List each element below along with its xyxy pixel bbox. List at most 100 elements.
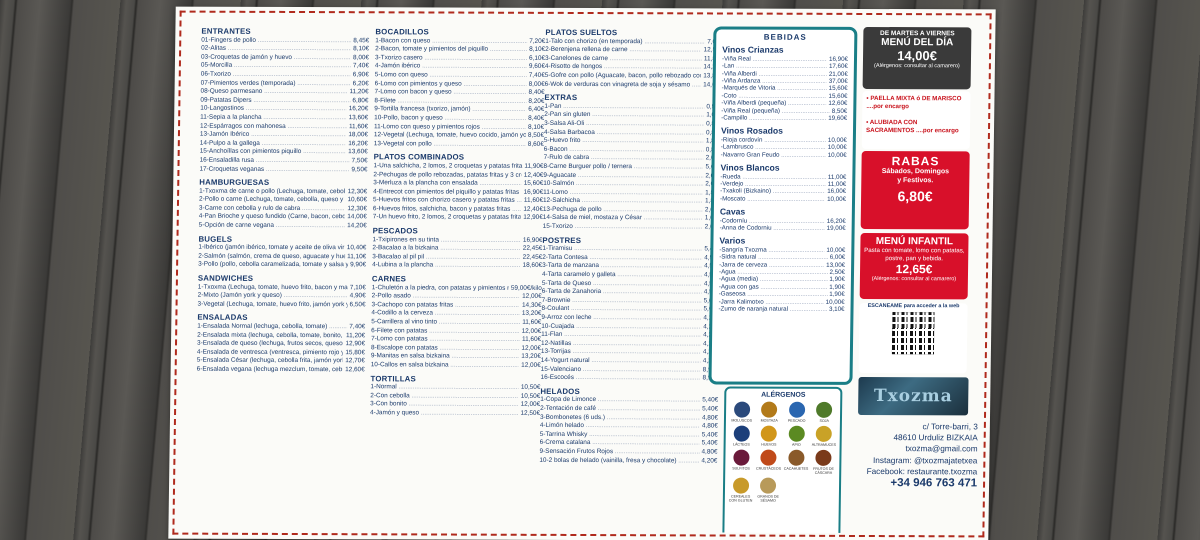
menu-item-price: 12,30€: [345, 205, 367, 214]
menu-item-price: 12,90€: [343, 340, 366, 350]
allergen-item: GRANOS DE SÉSAMO: [755, 477, 781, 503]
menu-item-price: 15,80€: [343, 348, 365, 358]
menu-item: 3-Pollo (pollo, cebolla caramelizada, to…: [198, 261, 367, 271]
menu-item-name: 6-Wok de verduras con vinagreta de soja …: [545, 80, 702, 89]
allergen-icon: [815, 425, 833, 442]
bebidas-group-title: Cavas: [719, 206, 746, 217]
menu-item-price: 7,40€: [347, 323, 366, 332]
qr-box: ESCANEAME para acceder a la web: [858, 302, 968, 374]
drink-price: 6,00€: [827, 254, 846, 262]
menu-item-price: 8,40€: [526, 114, 545, 124]
infantil-desc: Pasta con tomate, lomo con patatas, post…: [864, 246, 965, 262]
allergen-item: CRUSTÁCEOS: [756, 449, 782, 475]
menu-item-price: 8,20€: [526, 97, 545, 107]
drink-price: 19,60€: [826, 114, 848, 123]
rabas-price: 6,80€: [897, 188, 933, 205]
allergen-label: PESCADO: [787, 418, 806, 423]
menu-item-name: 3-Vegetal (Lechuga, tomate, huevo frito,…: [198, 300, 348, 309]
menu-item: 15-Txorizo2,00€: [543, 223, 721, 233]
allergen-label: APIO: [792, 442, 801, 447]
drink-price: 17,60€: [826, 63, 848, 71]
menu-item-price: 5,40€: [700, 396, 719, 406]
drink-price: 21,00€: [826, 70, 848, 78]
menu-item-price: 7,50€: [349, 157, 368, 166]
allergen-label: MOSTAZA: [760, 418, 778, 423]
menu-item-price: 12,40€: [521, 205, 543, 215]
menu-item-name: 10-Callos en salsa bizkaina: [371, 361, 520, 370]
paella-box: • PAELLA MIXTA ó DE MARISCO ....por enca…: [861, 90, 971, 150]
allergen-label: CEREALES CON GLUTEN: [728, 494, 753, 503]
menu-item: 10-2 bolas de helado (vainilla, fresa y …: [539, 456, 718, 466]
menu-item-price: 11,20€: [343, 331, 366, 341]
bebidas-panel: BEBIDAS Vinos Crianzas-Viña Real16,90€-L…: [708, 26, 858, 385]
drink-price: 37,00€: [826, 77, 848, 86]
menu-item-price: 15,60€: [521, 179, 544, 189]
menu-item-price: 5,40€: [700, 405, 719, 415]
menu-item-price: 13,60€: [346, 148, 368, 158]
menu-item-price: 12,00€: [520, 293, 542, 302]
allergen-item: MOLUSCOS: [729, 401, 755, 423]
menu-item-price: 14,30€: [519, 301, 542, 311]
drink-price: 1,90€: [827, 283, 845, 292]
allergen-item: FRUTOS DE CÁSCARA: [811, 449, 837, 475]
menu-item-price: 10,60€: [345, 196, 368, 206]
menu-item-price: 8,10€: [351, 45, 370, 55]
menu-item-price: 13,20€: [519, 310, 542, 319]
menu-item-name: 6-Ensalada vegana (lechuga mezclum, toma…: [197, 366, 344, 375]
allergen-label: HUEVOS: [761, 442, 777, 447]
menu-item-price: 13,60€: [346, 114, 369, 123]
drink-price: 15,60€: [826, 92, 848, 101]
allergen-item: CEREALES CON GLUTEN: [728, 477, 754, 503]
menu-item-name: 15-Txorizo: [543, 223, 703, 232]
menu-item: 7-Un huevo frito, 2 lomos, 2 croquetas y…: [373, 214, 543, 223]
menu-item-price: 12,30€: [345, 187, 368, 197]
drink-price: 10,00€: [825, 151, 847, 160]
menu-item-price: 12,00€: [519, 344, 542, 354]
allergen-icon: [815, 449, 832, 466]
allergen-label: ALTRAMUCES: [811, 442, 837, 447]
menu-item-price: 10,50€: [518, 392, 541, 402]
drink-price: 16,00€: [825, 188, 847, 196]
allergen-icon: [761, 401, 778, 418]
menu-item-price: 11,60€: [346, 122, 369, 132]
allergen-icon: [760, 425, 778, 442]
drink-price: 10,00€: [825, 144, 847, 152]
menu-item: 6-Wok de verduras con vinagreta de soja …: [545, 80, 723, 90]
drink-name: -Anna de Codorniu: [720, 224, 825, 232]
menu-column-3: PLATOS SUELTOS 1-Talo con chorizo (en tem…: [539, 24, 724, 466]
menu-item-price: 7,20€: [527, 37, 546, 47]
menu-item-price: 12,00€: [519, 327, 542, 337]
contact-info: c/ Torre-barri, 3 48610 Urduliz BIZKAIA …: [849, 421, 978, 490]
rabas-days-1: Sábados, Domingos: [881, 168, 950, 176]
menu-item-price: 8,45€: [351, 36, 370, 46]
infantil-price: 12,65€: [895, 262, 933, 277]
menu-item: 16-Escocés8,90€: [540, 374, 719, 384]
menu-item-price: 12,90€: [521, 214, 543, 223]
menu-item-price: 4,90€: [347, 292, 366, 302]
txozma-logo: Txozma: [858, 376, 969, 416]
menu-item-price: 16,20€: [346, 105, 369, 115]
menu-item-price: 12,00€: [519, 361, 541, 371]
menu-item-name: 10-2 bolas de helado (vainilla, fresa y …: [539, 456, 699, 465]
drink-item: -Navarro Gran Feudo10,00€: [721, 151, 847, 160]
drink-price: 8,50€: [829, 107, 848, 115]
menu-item-price: 6,90€: [350, 71, 369, 80]
instagram: Instagram: @txozmajatetxea: [872, 455, 978, 465]
menu-item-price: 12,00€: [518, 401, 541, 410]
menu-item: 4-Lubina a la plancha18,60€: [372, 262, 543, 271]
paella-line: • PAELLA MIXTA ó DE MARISCO ....por enca…: [866, 94, 962, 111]
allergen-item: CACAHUETES: [783, 449, 809, 475]
infantil-title: MENÚ INFANTIL: [875, 236, 954, 248]
qr-code-icon[interactable]: [891, 312, 935, 355]
menu-item-price: 16,20€: [346, 139, 368, 149]
allergen-item: SULFITOS: [728, 449, 754, 475]
allergen-icon: [816, 401, 833, 418]
drink-item: -Zumo de naranja natural3,10€: [718, 305, 845, 314]
menu-item-name: 16-Escocés: [540, 374, 700, 383]
menu-item-price: 18,60€: [520, 262, 543, 271]
bebidas-group-title: Vinos Crianzas: [722, 44, 784, 56]
menu-item-name: 4-Jamón y queso: [370, 409, 519, 418]
menu-item-name: 13-Vegetal con pollo: [374, 140, 526, 149]
menu-item-price: 22,45€: [520, 253, 543, 263]
